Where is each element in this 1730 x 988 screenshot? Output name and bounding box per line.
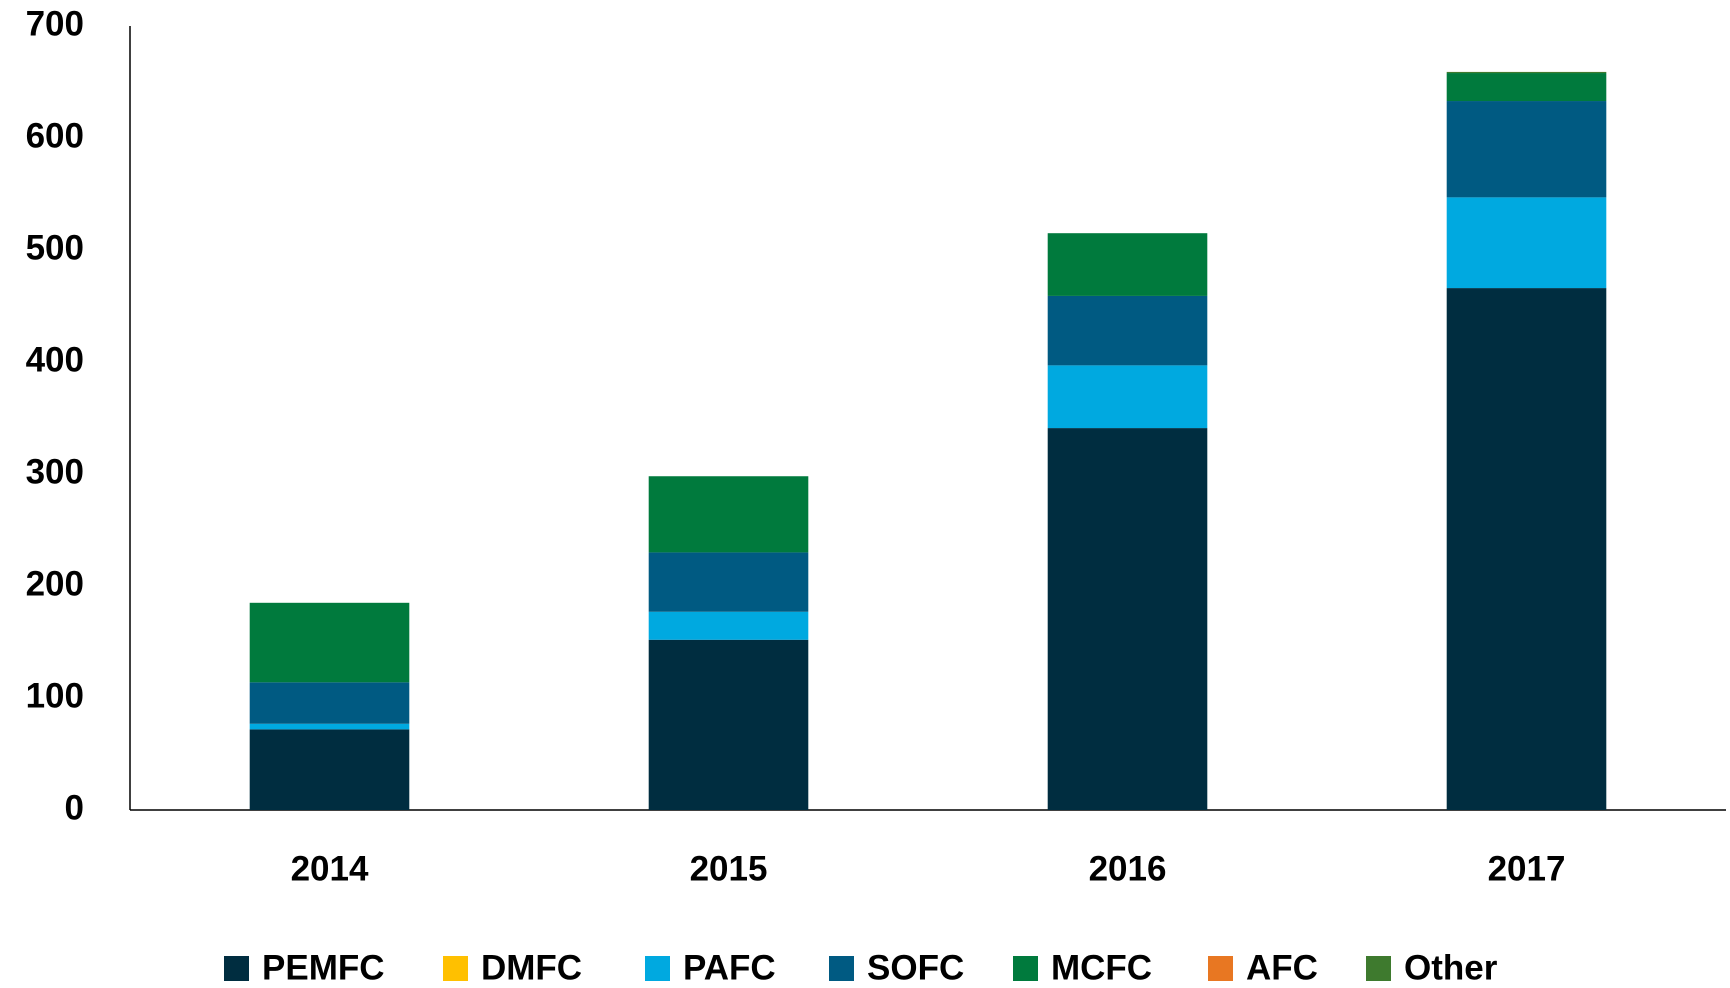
legend-swatch: [1013, 956, 1038, 981]
bar-segment: [1047, 295, 1208, 366]
y-tick-label: 300: [26, 452, 84, 491]
bar-segment: [1446, 71, 1607, 74]
y-tick-label: 0: [65, 788, 84, 827]
legend-swatch: [1366, 956, 1391, 981]
bar-segment: [249, 602, 410, 683]
legend-label: Other: [1404, 948, 1498, 987]
bar-segment: [648, 552, 809, 612]
y-tick-label: 100: [26, 676, 84, 715]
y-tick-label: 500: [26, 228, 84, 267]
bar-segment: [648, 611, 809, 640]
legend-swatch: [443, 956, 468, 981]
bar-segment: [1446, 101, 1607, 198]
legend-label: DMFC: [481, 948, 582, 987]
bar-segment: [249, 729, 410, 810]
bar-segment: [1047, 365, 1208, 429]
x-tick-label: 2015: [690, 849, 768, 888]
bar-segment: [648, 639, 809, 810]
y-tick-label: 600: [26, 116, 84, 155]
bar-segment: [1047, 233, 1208, 296]
x-tick-label: 2016: [1089, 849, 1167, 888]
legend-swatch: [224, 956, 249, 981]
bar-segment: [1047, 428, 1208, 810]
legend-label: PEMFC: [262, 948, 385, 987]
legend-swatch: [1208, 956, 1233, 981]
legend-label: MCFC: [1051, 948, 1152, 987]
y-tick-label: 200: [26, 564, 84, 603]
y-tick-label: 700: [26, 4, 84, 43]
legend-label: SOFC: [867, 948, 964, 987]
bar-segment: [1446, 288, 1607, 811]
bar-segment: [1446, 73, 1607, 102]
bar-segment: [249, 723, 410, 730]
x-tick-label: 2017: [1488, 849, 1566, 888]
bar-segment: [249, 682, 410, 724]
y-tick-label: 400: [26, 340, 84, 379]
bar-segment: [648, 476, 809, 553]
legend-label: AFC: [1246, 948, 1318, 987]
legend-swatch: [645, 956, 670, 981]
x-tick-label: 2014: [291, 849, 369, 888]
bar-segment: [1446, 197, 1607, 289]
legend-swatch: [829, 956, 854, 981]
legend-label: PAFC: [683, 948, 776, 987]
